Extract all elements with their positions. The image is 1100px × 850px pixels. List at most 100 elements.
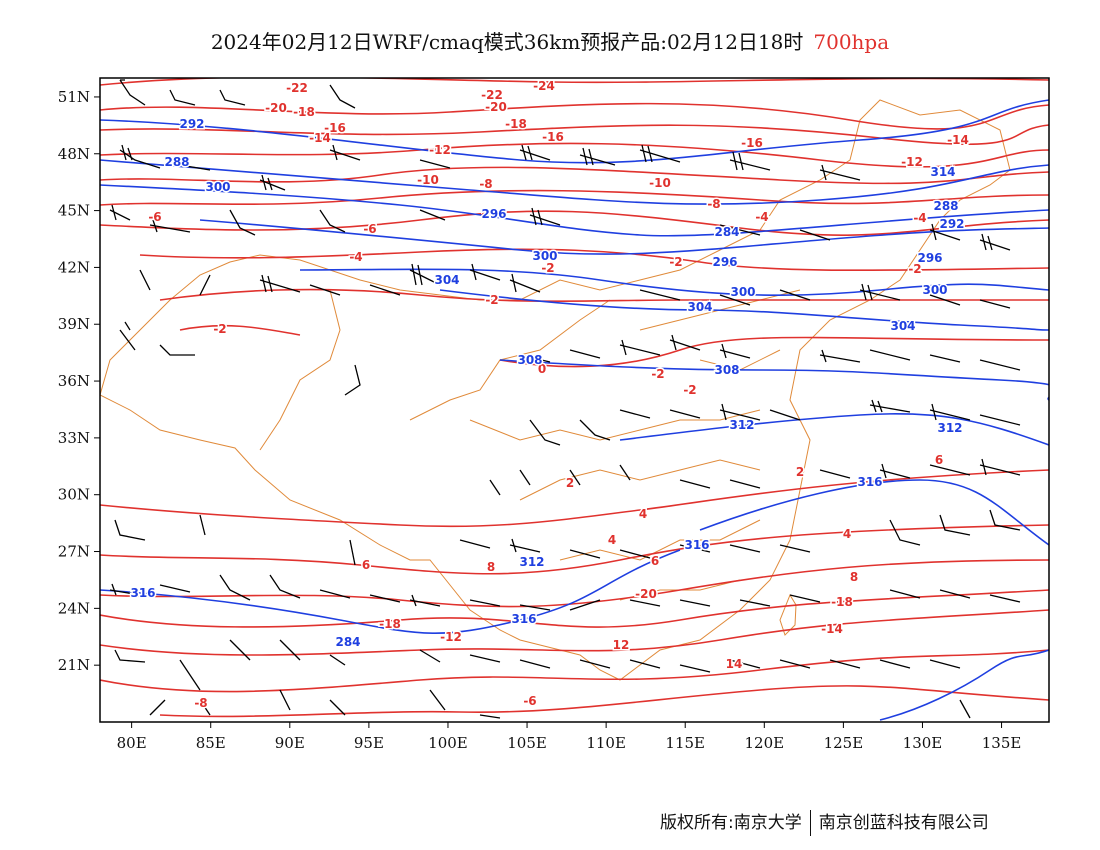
temperature-label: -4 <box>913 211 926 225</box>
temperature-label: -18 <box>505 117 527 131</box>
temperature-label: -6 <box>148 210 161 224</box>
geopotential-label: 316 <box>130 586 155 600</box>
geopotential-label: 316 <box>857 475 882 489</box>
geopotential-label: 292 <box>939 217 964 231</box>
temperature-contours <box>100 78 1049 718</box>
lon-tick-label: 125E <box>824 734 864 752</box>
geopotential-label: 288 <box>933 199 958 213</box>
temperature-label: -22 <box>481 88 503 102</box>
copyright-credit: 版权所有:南京大学 南京创蓝科技有限公司 <box>660 808 989 836</box>
geopotential-label: 300 <box>730 285 755 299</box>
lat-tick-label: 30N <box>58 486 90 504</box>
geopotential-label: 284 <box>714 225 739 239</box>
temperature-label: -2 <box>541 261 554 275</box>
temperature-label: 2 <box>566 476 574 490</box>
lat-tick-label: 39N <box>58 315 90 333</box>
temperature-label: -18 <box>831 595 853 609</box>
geopotential-contours <box>100 99 1049 721</box>
temperature-label: -12 <box>901 155 923 169</box>
geopotential-label: 304 <box>687 300 712 314</box>
lat-tick-label: 48N <box>58 145 90 163</box>
lat-tick-label: 27N <box>58 543 90 561</box>
geopotential-label: 312 <box>729 418 754 432</box>
geopotential-label: 312 <box>937 421 962 435</box>
temperature-label: -2 <box>213 322 226 336</box>
geopotential-label: 300 <box>922 283 947 297</box>
geopotential-label: 292 <box>179 117 204 131</box>
temperature-label: -14 <box>947 133 969 147</box>
temperature-label: 4 <box>843 527 851 541</box>
temperature-label: -8 <box>194 696 207 710</box>
temperature-label: -6 <box>523 694 536 708</box>
temperature-label: -4 <box>755 210 768 224</box>
geopotential-label: 288 <box>164 155 189 169</box>
lon-tick-label: 115E <box>665 734 705 752</box>
temperature-label: -2 <box>485 293 498 307</box>
province-boundaries <box>259 289 801 601</box>
lon-tick-label: 95E <box>354 734 384 752</box>
temperature-label: 14 <box>726 657 743 671</box>
lat-tick-label: 21N <box>58 656 90 674</box>
lat-tick-label: 24N <box>58 599 90 617</box>
map-axes: 80E 85E 90E 95E 100E 105E 110E 115E 120E 125E 130E… <box>58 88 1022 752</box>
temperature-label: -20 <box>635 587 657 601</box>
lon-tick-label: 130E <box>903 734 943 752</box>
map-frame <box>99 77 1050 723</box>
temperature-labels: -22 -22-24-20 -20-18-18-16-16 -16-14 -14-12-… <box>147 78 971 712</box>
temperature-label: -2 <box>908 262 921 276</box>
temperature-label: 8 <box>487 560 495 574</box>
temperature-label: 6 <box>362 558 370 572</box>
credit-left: 版权所有:南京大学 <box>660 813 802 833</box>
wind-barbs <box>109 79 1021 719</box>
temperature-label: 6 <box>651 554 659 568</box>
map-title: 2024年02月12日WRF/cmaq模式36km预报产品:02月12日18时 7… <box>0 26 1100 55</box>
lon-tick-label: 105E <box>507 734 547 752</box>
lat-tick-label: 36N <box>58 372 90 390</box>
temperature-label: -20 <box>265 101 287 115</box>
temperature-label: -6 <box>363 222 376 236</box>
lon-tick-label: 85E <box>196 734 226 752</box>
temperature-label: -14 <box>309 131 331 145</box>
lon-tick-label: 100E <box>428 734 468 752</box>
geopotential-label: 284 <box>335 635 360 649</box>
temperature-label: 4 <box>608 533 616 547</box>
geopotential-label: 296 <box>712 255 737 269</box>
geopotential-label: 316 <box>511 612 536 626</box>
temperature-label: 2 <box>796 465 804 479</box>
lon-tick-label: 110E <box>586 734 626 752</box>
geopotential-label: 304 <box>434 273 459 287</box>
temperature-label: -16 <box>542 130 564 144</box>
geopotential-label: 308 <box>714 363 739 377</box>
credit-separator <box>809 810 811 836</box>
temperature-label: -10 <box>649 176 671 190</box>
temperature-label: 6 <box>935 453 943 467</box>
temperature-label: -14 <box>821 622 843 636</box>
temperature-label: -8 <box>707 197 720 211</box>
lon-tick-label: 120E <box>745 734 785 752</box>
temperature-label: 0 <box>538 362 546 376</box>
title-level: 700hpa <box>813 30 890 54</box>
title-main: 2024年02月12日WRF/cmaq模式36km预报产品:02月12日18时 <box>210 30 804 54</box>
geopotential-label: 296 <box>481 207 506 221</box>
temperature-label: 4 <box>639 507 647 521</box>
geopotential-label: 316 <box>684 538 709 552</box>
lon-tick-label: 90E <box>275 734 305 752</box>
temperature-label: -16 <box>324 121 346 135</box>
temperature-label: 8 <box>850 570 858 584</box>
lat-tick-label: 51N <box>58 88 90 106</box>
lat-tick-label: 45N <box>58 202 90 220</box>
temperature-label: -2 <box>669 255 682 269</box>
lat-tick-label: 33N <box>58 429 90 447</box>
temperature-label: -20 <box>485 100 507 114</box>
geopotential-label: 300 <box>205 180 230 194</box>
temperature-label: 12 <box>613 638 630 652</box>
geopotential-label: 312 <box>519 555 544 569</box>
temperature-label: -2 <box>683 383 696 397</box>
temperature-label: -24 <box>533 79 555 93</box>
lat-tick-label: 42N <box>58 258 90 276</box>
temperature-label: -12 <box>429 143 451 157</box>
lon-tick-label: 135E <box>982 734 1022 752</box>
temperature-label: -2 <box>651 367 664 381</box>
geopotential-label: 308 <box>517 353 542 367</box>
